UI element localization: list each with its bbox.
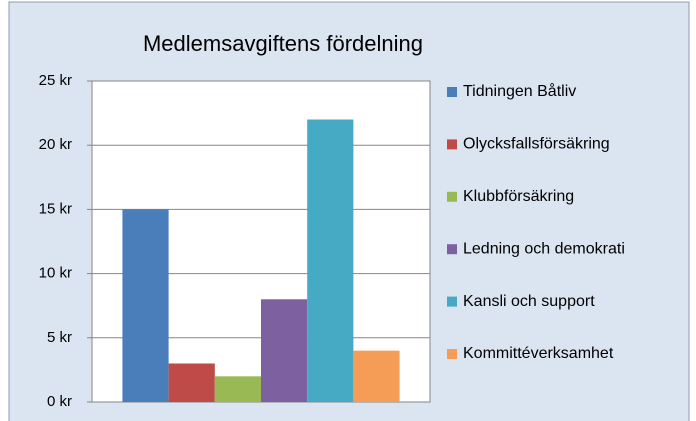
y-tick-label: 5 kr [47, 329, 72, 346]
bar [122, 209, 169, 402]
legend-label: Kansli och support [463, 293, 595, 310]
legend-label: Klubbförsäkring [463, 188, 574, 205]
legend-swatch [447, 87, 457, 97]
legend-swatch [447, 191, 457, 202]
legend-label: Tidningen Båtliv [463, 82, 576, 100]
legend-swatch [447, 349, 457, 359]
y-tick-label: 0 kr [47, 393, 72, 410]
bar [353, 350, 400, 402]
y-tick-label: 20 kr [39, 136, 72, 153]
y-tick-label: 10 kr [39, 265, 72, 282]
legend-swatch [447, 244, 457, 255]
legend-label: Kommittéverksamhet [463, 345, 614, 362]
legend-label: Ledning och demokrati [463, 240, 625, 257]
y-tick-label: 25 kr [39, 72, 72, 89]
legend-label: Olycksfallsförsäkring [463, 136, 610, 153]
y-tick-label: 15 kr [39, 200, 72, 217]
bar [168, 363, 215, 402]
bar [261, 299, 308, 402]
legend-swatch [447, 139, 457, 150]
bar [214, 376, 261, 402]
chart-title: Medlemsavgiftens fördelning [143, 31, 423, 56]
legend-swatch [447, 296, 457, 307]
bar [307, 119, 354, 403]
